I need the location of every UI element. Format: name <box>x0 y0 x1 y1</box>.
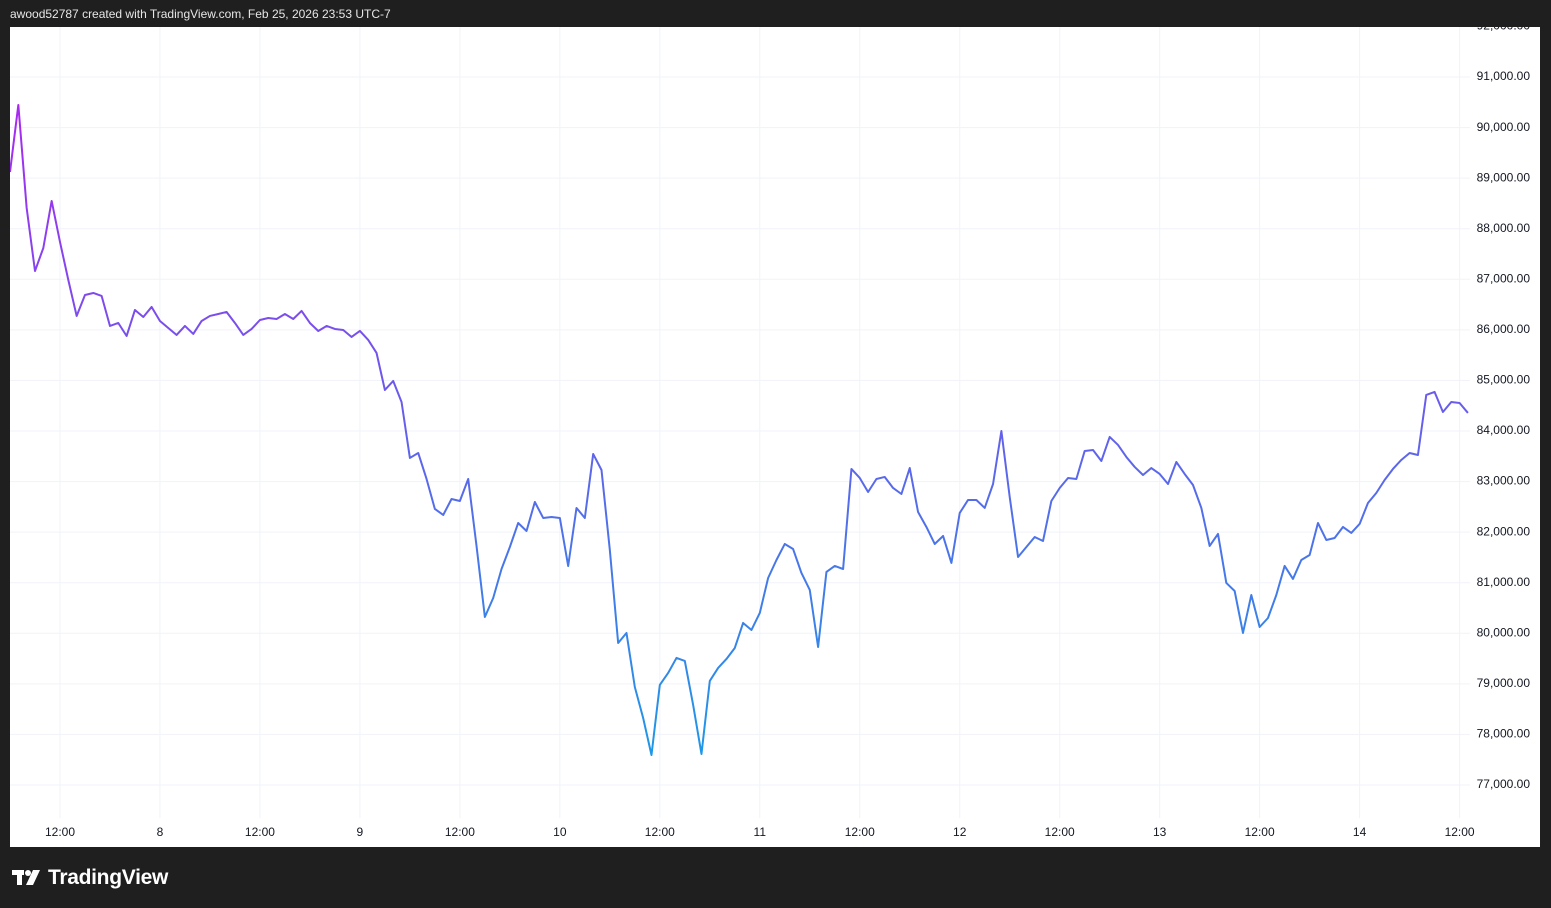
y-tick-label: 84,000.00 <box>1477 423 1531 437</box>
y-tick-label: 80,000.00 <box>1477 625 1531 639</box>
logo: TradingView <box>12 866 168 890</box>
y-tick-label: 85,000.00 <box>1477 373 1531 387</box>
y-tick-label: 78,000.00 <box>1477 727 1531 741</box>
x-tick-label: 12:00 <box>845 825 875 839</box>
y-tick-label: 82,000.00 <box>1477 524 1531 538</box>
y-tick-label: 90,000.00 <box>1477 120 1531 134</box>
y-tick-label: 89,000.00 <box>1477 170 1531 184</box>
x-tick-label: 13 <box>1153 825 1167 839</box>
x-tick-label: 12 <box>953 825 967 839</box>
x-tick-label: 9 <box>357 825 364 839</box>
header-text: awood52787 created with TradingView.com,… <box>10 7 391 21</box>
y-tick-label: 81,000.00 <box>1477 575 1531 589</box>
x-tick-label: 12:00 <box>245 825 275 839</box>
x-tick-label: 11 <box>754 825 767 839</box>
y-tick-label: 83,000.00 <box>1477 474 1531 488</box>
x-tick-label: 14 <box>1353 825 1367 839</box>
x-tick-label: 8 <box>157 825 164 839</box>
x-tick-label: 12:00 <box>45 825 75 839</box>
price-line <box>10 103 1469 756</box>
x-tick-label: 12:00 <box>645 825 675 839</box>
chart: 77,000.00 78,000.00 79,000.00 80,000.00 81,0… <box>10 27 1540 847</box>
brand: TradingView <box>48 866 169 889</box>
y-tick-label: 92,000.00 <box>1477 27 1531 33</box>
y-tick-label: 91,000.00 <box>1477 69 1531 83</box>
x-tick-label: 12:00 <box>1245 825 1275 839</box>
y-tick-label: 77,000.00 <box>1477 777 1531 791</box>
y-tick-label: 87,000.00 <box>1477 271 1531 285</box>
x-tick-label: 12:00 <box>1445 825 1475 839</box>
y-tick-label: 88,000.00 <box>1477 221 1531 235</box>
x-tick-label: 12:00 <box>445 825 475 839</box>
y-tick-label: 79,000.00 <box>1477 676 1531 690</box>
x-tick-label: 10 <box>553 825 567 839</box>
y-tick-label: 86,000.00 <box>1477 322 1531 336</box>
logo-icon <box>12 870 40 885</box>
x-tick-label: 12:00 <box>1045 825 1075 839</box>
